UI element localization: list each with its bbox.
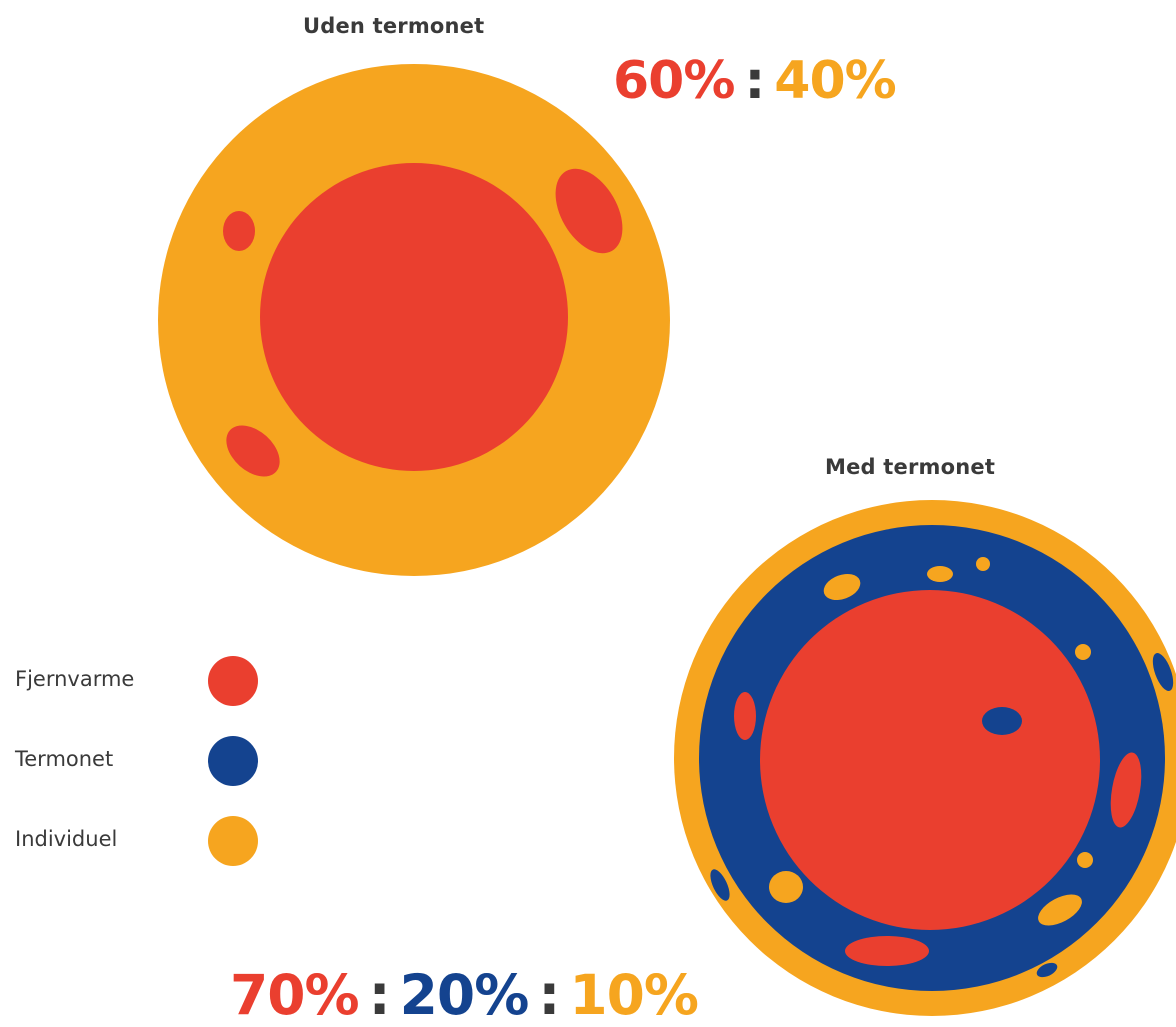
med-fjernvarme-patch: [734, 692, 756, 740]
med-individuel-patch: [927, 566, 953, 582]
med-termonet-patch: [710, 869, 730, 901]
uden-ratio-individuel: 40%: [774, 51, 896, 111]
med-termonet-patch: [1152, 653, 1174, 691]
legend: Fjernvarme Termonet Individuel: [15, 655, 275, 895]
legend-item-individuel: Individuel: [15, 815, 275, 895]
uden-termonet-title: Uden termonet: [303, 14, 485, 38]
med-ratio-termonet: 20%: [399, 963, 530, 1027]
uden-termonet-circle: [158, 64, 670, 576]
med-individuel-patch: [823, 573, 861, 601]
med-fjernvarme-patch: [1110, 752, 1142, 828]
med-individuel-patch: [976, 557, 990, 571]
med-ratio-individuel: 10%: [569, 963, 699, 1027]
uden-fjernvarme-area: [260, 163, 568, 471]
med-ratio: 70%:20%:10%: [230, 968, 699, 1023]
legend-swatch-fjernvarme: [208, 656, 258, 706]
med-termonet-title: Med termonet: [825, 455, 996, 479]
uden-fjernvarme-patch: [555, 168, 623, 254]
legend-swatch-termonet: [208, 736, 258, 786]
uden-fjernvarme-patch: [226, 425, 280, 477]
uden-ratio-separator: :: [744, 51, 765, 111]
med-individuel-patch: [769, 871, 803, 903]
legend-swatch-individuel: [208, 816, 258, 866]
med-fjernvarme-area: [760, 590, 1100, 930]
med-termonet-circle: [674, 500, 1176, 1016]
med-individuel-patch: [1038, 894, 1082, 926]
med-individuel-patch: [1075, 644, 1091, 660]
med-fjernvarme-patch: [845, 936, 929, 966]
med-termonet-patch: [1036, 962, 1058, 978]
uden-ratio-fjernvarme: 60%: [613, 51, 735, 111]
med-individuel-patch: [1077, 852, 1093, 868]
legend-item-fjernvarme: Fjernvarme: [15, 655, 275, 735]
med-ratio-separator-2: :: [538, 963, 560, 1027]
med-ratio-fjernvarme: 70%: [230, 963, 360, 1027]
med-termonet-patch: [982, 707, 1022, 735]
legend-label-termonet: Termonet: [15, 747, 114, 771]
legend-label-individuel: Individuel: [15, 827, 118, 851]
med-ratio-separator-1: :: [368, 963, 391, 1027]
legend-item-termonet: Termonet: [15, 735, 275, 815]
uden-ratio: 60%:40%: [613, 55, 897, 107]
legend-label-fjernvarme: Fjernvarme: [15, 667, 135, 691]
uden-fjernvarme-patch: [223, 211, 255, 251]
